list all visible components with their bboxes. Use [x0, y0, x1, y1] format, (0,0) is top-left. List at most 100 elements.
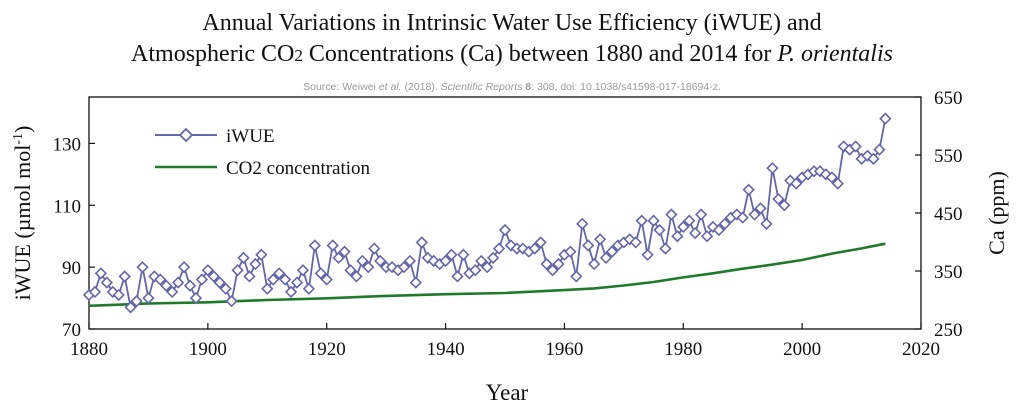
title-line-1: Annual Variations in Intrinsic Water Use… — [202, 10, 822, 36]
iwue-point — [445, 248, 458, 261]
iwue-point — [154, 273, 167, 286]
x-tick-label: 1940 — [427, 339, 465, 360]
iwue-point — [879, 112, 892, 125]
y-axis-left-label: iWUE (µmol mol-1) — [10, 126, 35, 301]
x-tick-label: 2020 — [902, 339, 940, 360]
iwue-point — [100, 276, 113, 289]
iwue-point — [415, 236, 428, 249]
iwue-point — [481, 261, 494, 274]
iwue-point — [570, 270, 583, 283]
iwue-point — [409, 276, 422, 289]
iwue-point — [189, 291, 203, 305]
iwue-point — [237, 251, 250, 264]
iwue-point — [641, 248, 654, 261]
title-line-2: Atmospheric CO2 Concentrations (Ca) betw… — [0, 39, 1024, 71]
iwue-point — [492, 242, 506, 255]
iwue-point — [689, 226, 702, 240]
iwue-point — [314, 267, 327, 280]
iwue-point — [635, 214, 648, 227]
iwue-point — [736, 211, 749, 224]
iwue-point — [231, 264, 244, 277]
iwue-point — [273, 267, 286, 280]
y-right-tick-label: 250 — [934, 320, 963, 341]
legend-co2-label: CO2 concentration — [226, 158, 371, 179]
iwue-point — [599, 251, 613, 264]
y-left-tick-label: 70 — [62, 320, 81, 341]
source-year: (2018). — [401, 81, 441, 93]
iwue-point — [790, 177, 803, 190]
iwue-point — [540, 257, 553, 271]
iwue-point — [88, 285, 102, 299]
iwue-point — [255, 248, 268, 261]
iwue-point — [261, 282, 274, 295]
iwue-point — [201, 264, 214, 277]
iwue-point — [177, 261, 191, 274]
iwue-point — [629, 236, 642, 249]
iwue-point — [94, 267, 108, 280]
iwue-point — [873, 143, 886, 156]
iwue-point — [498, 223, 512, 237]
iwue-point — [356, 254, 369, 268]
iwue-point — [112, 288, 125, 302]
y-right-tick-label: 350 — [934, 262, 963, 283]
iwue-point — [302, 282, 316, 295]
iwue-point — [849, 140, 862, 153]
title-species: P. orientalis — [777, 41, 893, 67]
iwue-point — [225, 295, 238, 308]
iwue-point — [867, 152, 880, 165]
y-left-tick-label: 90 — [62, 258, 81, 279]
title-part-middle: Concentrations (Ca) between 1880 and 201… — [302, 41, 778, 67]
legend: iWUE CO2 concentration — [155, 126, 371, 179]
iwue-point — [694, 208, 708, 221]
iwue-point — [825, 171, 838, 184]
iwue-point — [588, 257, 601, 271]
title-co2-subscript: 2 — [294, 46, 303, 65]
iwue-point — [439, 254, 452, 268]
y-left-label-close: ) — [10, 126, 35, 133]
source-prefix: Source: Weiwei — [303, 81, 379, 93]
iwue-point — [142, 291, 155, 305]
x-tick-label: 1880 — [70, 339, 108, 360]
iwue-point — [683, 214, 696, 227]
iwue-point — [320, 273, 333, 286]
iwue-point — [160, 279, 173, 292]
iwue-point — [593, 233, 607, 246]
iwue-point — [338, 245, 351, 258]
iwue-point — [647, 214, 660, 227]
iwue-point — [296, 264, 310, 277]
axis-ticks: 1880 1900 1920 1940 1960 1980 2000 2020 70 90 110 1… — [53, 88, 963, 360]
iwue-point — [124, 301, 137, 314]
iwue-point — [403, 254, 417, 268]
iwue-point — [451, 270, 464, 283]
source-etal: et al. — [378, 81, 402, 93]
legend-iwue-marker — [178, 127, 194, 143]
iwue-point — [475, 254, 488, 268]
iwue-point — [712, 223, 726, 237]
x-tick-label: 1900 — [189, 339, 227, 360]
iwue-point — [397, 261, 411, 274]
iwue-point — [469, 264, 482, 277]
iwue-point — [718, 217, 732, 230]
iwue-point — [760, 217, 773, 230]
x-tick-label: 1980 — [664, 339, 702, 360]
co2-line — [88, 242, 886, 308]
iwue-point — [362, 261, 375, 274]
source-citation: Source: Weiwei et al. (2018). Scientific… — [0, 81, 1024, 93]
iwue-point — [213, 276, 226, 289]
iwue-line — [88, 118, 887, 310]
iwue-point — [350, 270, 363, 283]
iwue-point — [831, 177, 844, 190]
iwue-point — [653, 223, 666, 237]
iwue-point — [166, 285, 179, 299]
iwue-point — [671, 230, 684, 243]
iwue-point — [183, 279, 197, 292]
iwue-point — [534, 236, 547, 249]
iwue-point — [308, 239, 321, 252]
series-layer — [82, 112, 892, 314]
iwue-point — [677, 220, 690, 234]
iwue-point — [576, 217, 589, 230]
legend-iwue-label: iWUE — [226, 126, 275, 147]
iwue-point — [243, 270, 256, 283]
iwue-point — [368, 242, 381, 255]
